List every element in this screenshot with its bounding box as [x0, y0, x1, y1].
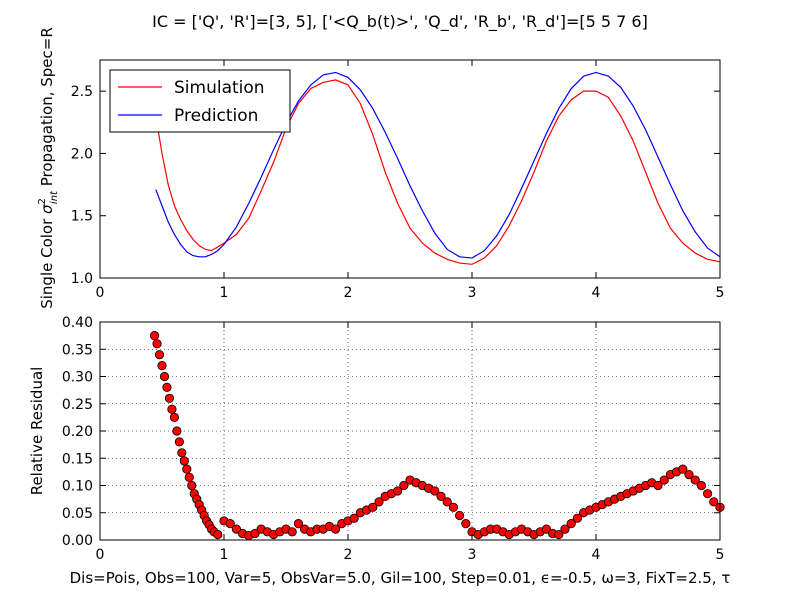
- residual-point: [430, 486, 440, 496]
- residual-point: [159, 371, 170, 382]
- bottom-x-tick-label: 1: [220, 547, 229, 563]
- residual-point: [164, 393, 175, 403]
- residual-point: [392, 486, 403, 496]
- figure-footer: Dis=Pois, Obs=100, Var=5, ObsVar=5.0, Gi…: [70, 569, 731, 587]
- legend-label-prediction: Prediction: [174, 106, 258, 126]
- bottom-axes-frame: [99, 321, 721, 541]
- bottom-x-tick-label: 4: [592, 547, 601, 563]
- residual-point: [187, 480, 197, 491]
- residual-point: [154, 350, 165, 360]
- top-x-tick-label: 4: [592, 285, 601, 301]
- bottom-x-tick-label: 5: [716, 547, 725, 563]
- legend-label-simulation: Simulation: [174, 78, 265, 98]
- residual-point: [560, 524, 570, 534]
- bottom-panel: 0 1 2 3 4 5 0.00 0.05 0.10 0.15 0.20 0.25 0.30 0.35 0.…: [28, 315, 725, 563]
- residual-point: [678, 464, 688, 474]
- legend-box: [109, 69, 291, 133]
- residual-point: [566, 519, 576, 529]
- residual-point: [709, 497, 719, 507]
- bottom-y-tick-label: 0.10: [62, 479, 93, 495]
- bottom-series-layer: [149, 331, 725, 541]
- residual-point: [169, 412, 179, 422]
- top-legend: Simulation Prediction: [109, 69, 291, 133]
- residual-point: [213, 529, 223, 540]
- bottom-y-tick-label: 0.40: [62, 315, 93, 331]
- top-x-tick-label: 1: [220, 285, 229, 301]
- residual-point: [184, 472, 194, 482]
- top-y-tick-label: 1.5: [71, 209, 93, 225]
- bottom-y-tick-label: 0.25: [62, 397, 93, 413]
- top-y-axis-label: Single Color σ2int Propagation, Spec=R: [37, 27, 60, 309]
- residual-point: [436, 491, 446, 501]
- residual-point: [684, 469, 694, 480]
- bottom-y-tick-label: 0.30: [62, 370, 93, 386]
- figure-title: IC = ['Q', 'R']=[3, 5], ['<Q_b(t)>', 'Q_…: [152, 12, 648, 32]
- top-x-tick-label: 2: [344, 285, 353, 301]
- residual-point: [287, 527, 297, 537]
- residual-point: [448, 502, 458, 512]
- top-y-tick-label: 2.0: [71, 146, 93, 162]
- bottom-y-axis-label: Relative Residual: [28, 367, 46, 496]
- residual-point: [374, 497, 384, 507]
- bottom-y-tick-label: 0.05: [62, 506, 93, 522]
- residual-point: [179, 456, 189, 466]
- residual-point: [162, 382, 172, 392]
- residual-point: [659, 475, 669, 485]
- residual-point: [461, 519, 471, 529]
- residual-point: [172, 426, 182, 436]
- bottom-y-tick-label: 0.00: [62, 533, 93, 549]
- bottom-ticks: 0 1 2 3 4 5 0.00 0.05 0.10 0.15 0.20 0.25 0.30 0.35 0.…: [62, 315, 725, 563]
- residual-point: [653, 480, 663, 491]
- top-y-tick-label: 2.5: [71, 84, 93, 100]
- residual-point: [152, 339, 162, 349]
- bottom-y-tick-label: 0.15: [62, 451, 93, 467]
- bottom-x-tick-label: 2: [344, 547, 353, 563]
- residual-point: [541, 524, 552, 534]
- residual-point: [349, 513, 359, 523]
- residual-point: [690, 475, 700, 485]
- residual-point: [702, 489, 713, 499]
- top-x-tick-label: 5: [716, 285, 725, 301]
- bottom-x-tick-label: 3: [468, 547, 477, 563]
- residual-point: [157, 360, 167, 371]
- bottom-y-tick-label: 0.20: [62, 424, 93, 440]
- top-series-layer: [155, 71, 721, 265]
- top-x-tick-label: 3: [468, 285, 477, 301]
- bottom-x-tick-label: 0: [96, 547, 105, 563]
- residual-point: [368, 502, 378, 512]
- residual-point: [250, 528, 260, 539]
- residual-point: [572, 513, 583, 523]
- series-line-simulation: [155, 79, 721, 265]
- residual-point: [149, 331, 160, 341]
- residual-point: [182, 464, 192, 474]
- top-panel: 0 1 2 3 4 5 1.0 1.5 2.0 2.5 Simulation Prediction…: [37, 27, 724, 309]
- residual-point: [293, 519, 303, 529]
- top-y-tick-label: 1.0: [71, 271, 93, 287]
- top-axes-frame: [99, 59, 721, 279]
- residual-point: [454, 510, 465, 521]
- bottom-y-tick-label: 0.35: [62, 342, 93, 358]
- residual-point: [231, 524, 241, 534]
- residual-point: [167, 404, 177, 414]
- residual-point: [554, 529, 564, 540]
- residual-point: [399, 480, 409, 491]
- residual-point: [177, 448, 187, 458]
- residual-point: [174, 437, 184, 447]
- series-line-prediction: [155, 71, 721, 259]
- residual-point: [330, 524, 341, 534]
- top-x-tick-label: 0: [96, 285, 105, 301]
- residual-point: [696, 480, 707, 491]
- residual-point: [442, 497, 452, 507]
- residual-point: [225, 519, 235, 529]
